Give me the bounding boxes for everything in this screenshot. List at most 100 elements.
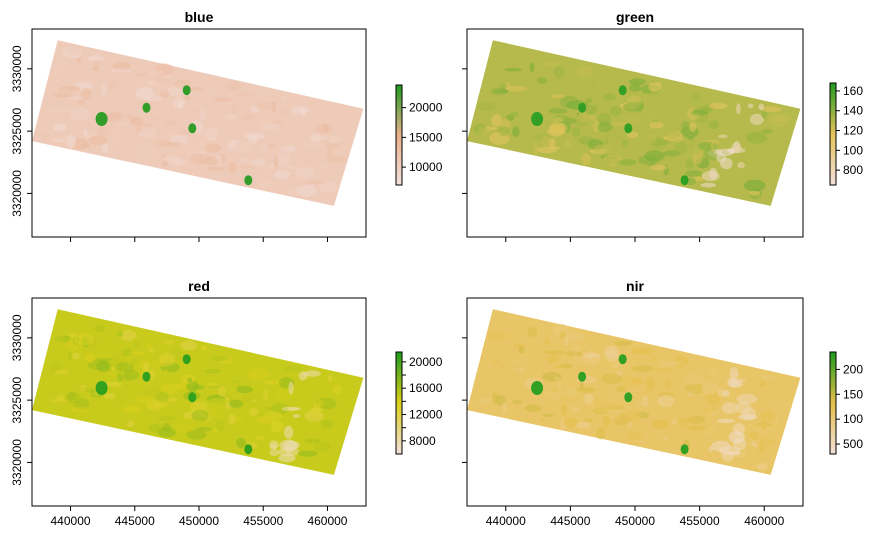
raster-patch	[175, 424, 193, 433]
raster-patch	[282, 364, 303, 373]
raster-patch	[233, 417, 244, 422]
legend-tick-label: 15000	[409, 130, 443, 144]
legend-tick-label: 120	[843, 124, 863, 138]
raster-patch	[564, 139, 571, 148]
raster-patch	[629, 84, 641, 92]
raster-patch	[207, 385, 221, 389]
raster-patch	[627, 431, 642, 445]
raster-patch	[268, 143, 276, 148]
x-tick-label: 445000	[550, 514, 590, 528]
raster-patch	[41, 132, 51, 143]
raster-patch	[690, 97, 704, 107]
legend-tick-label: 140	[843, 104, 863, 118]
raster-patch	[561, 404, 568, 416]
raster-patch	[239, 157, 250, 163]
legend-tick-label: 150	[843, 387, 863, 401]
raster-patch	[117, 373, 123, 382]
raster-patch	[111, 366, 116, 372]
raster-patch	[53, 79, 61, 83]
raster-patch	[291, 106, 310, 114]
raster-patch	[708, 120, 719, 130]
raster-patch	[623, 102, 644, 112]
raster-patch	[163, 120, 178, 127]
raster-patch	[110, 131, 121, 142]
raster-patch	[645, 377, 656, 390]
raster-patch	[540, 61, 561, 67]
raster-patch	[676, 425, 694, 430]
raster-patch	[233, 140, 255, 153]
vegetation-patch	[680, 444, 689, 455]
raster-patch	[284, 165, 299, 170]
raster-patch	[709, 102, 728, 110]
raster-patch	[604, 345, 619, 358]
raster-patch	[121, 348, 133, 357]
raster-patch	[689, 122, 697, 132]
raster-patch	[138, 146, 158, 158]
raster-patch	[94, 358, 112, 362]
raster-patch	[56, 57, 71, 68]
raster-patch	[93, 60, 100, 70]
raster-patch	[498, 125, 510, 137]
raster-patch	[72, 352, 80, 359]
raster-patch	[491, 359, 500, 365]
raster-patch	[134, 395, 152, 404]
raster-patch	[217, 386, 226, 397]
legend-tick-label: 100	[843, 143, 863, 157]
raster-patch	[721, 402, 738, 414]
raster-patch	[758, 103, 765, 111]
raster-patch	[491, 392, 499, 405]
raster-patch	[280, 146, 296, 153]
raster-patch	[159, 90, 170, 99]
raster-green	[467, 40, 801, 206]
vegetation-patch	[618, 354, 627, 365]
raster-patch	[80, 87, 92, 100]
raster-patch	[585, 98, 592, 104]
raster-patch	[601, 354, 608, 360]
raster-patch	[304, 410, 324, 422]
raster-patch	[297, 450, 318, 457]
raster-patch	[602, 415, 611, 428]
raster-patch	[728, 431, 745, 444]
panel-title-green: green	[616, 9, 654, 25]
raster-patch	[327, 375, 333, 382]
raster-patch	[122, 405, 141, 413]
raster-patch	[215, 419, 225, 432]
raster-red	[32, 309, 364, 475]
raster-patch	[139, 127, 156, 139]
raster-patch	[306, 180, 325, 185]
raster-patch	[329, 135, 342, 144]
raster-patch	[255, 101, 276, 111]
raster-patch	[716, 148, 734, 156]
raster-patch	[93, 79, 99, 86]
raster-patch	[312, 136, 328, 140]
raster-patch	[616, 385, 627, 393]
raster-patch	[236, 164, 258, 170]
x-tick-label: 455000	[243, 514, 283, 528]
raster-patch	[647, 133, 657, 145]
raster-patch	[130, 351, 148, 355]
raster-patch	[687, 415, 707, 424]
raster-patch	[653, 367, 672, 373]
x-tick-label: 450000	[615, 514, 655, 528]
raster-patch	[676, 417, 691, 425]
raster-patch	[746, 131, 768, 144]
raster-patch	[146, 80, 156, 85]
raster-patch	[504, 68, 522, 72]
raster-blue	[32, 40, 364, 206]
raster-patch	[761, 419, 767, 431]
raster-patch	[537, 146, 558, 154]
raster-patch	[674, 141, 688, 155]
raster-patch	[583, 418, 594, 423]
raster-patch	[204, 368, 222, 374]
raster-patch	[747, 103, 754, 109]
raster-patch	[284, 425, 294, 439]
raster-patch	[129, 117, 144, 126]
raster-patch	[76, 57, 82, 64]
raster-patch	[512, 357, 531, 367]
legend-tick-label: 12000	[409, 408, 443, 422]
y-tick-label: 3320000	[10, 439, 24, 486]
raster-patch	[491, 114, 502, 127]
x-tick-label: 460000	[307, 514, 347, 528]
raster-patch	[487, 331, 510, 341]
raster-patch	[664, 378, 672, 390]
